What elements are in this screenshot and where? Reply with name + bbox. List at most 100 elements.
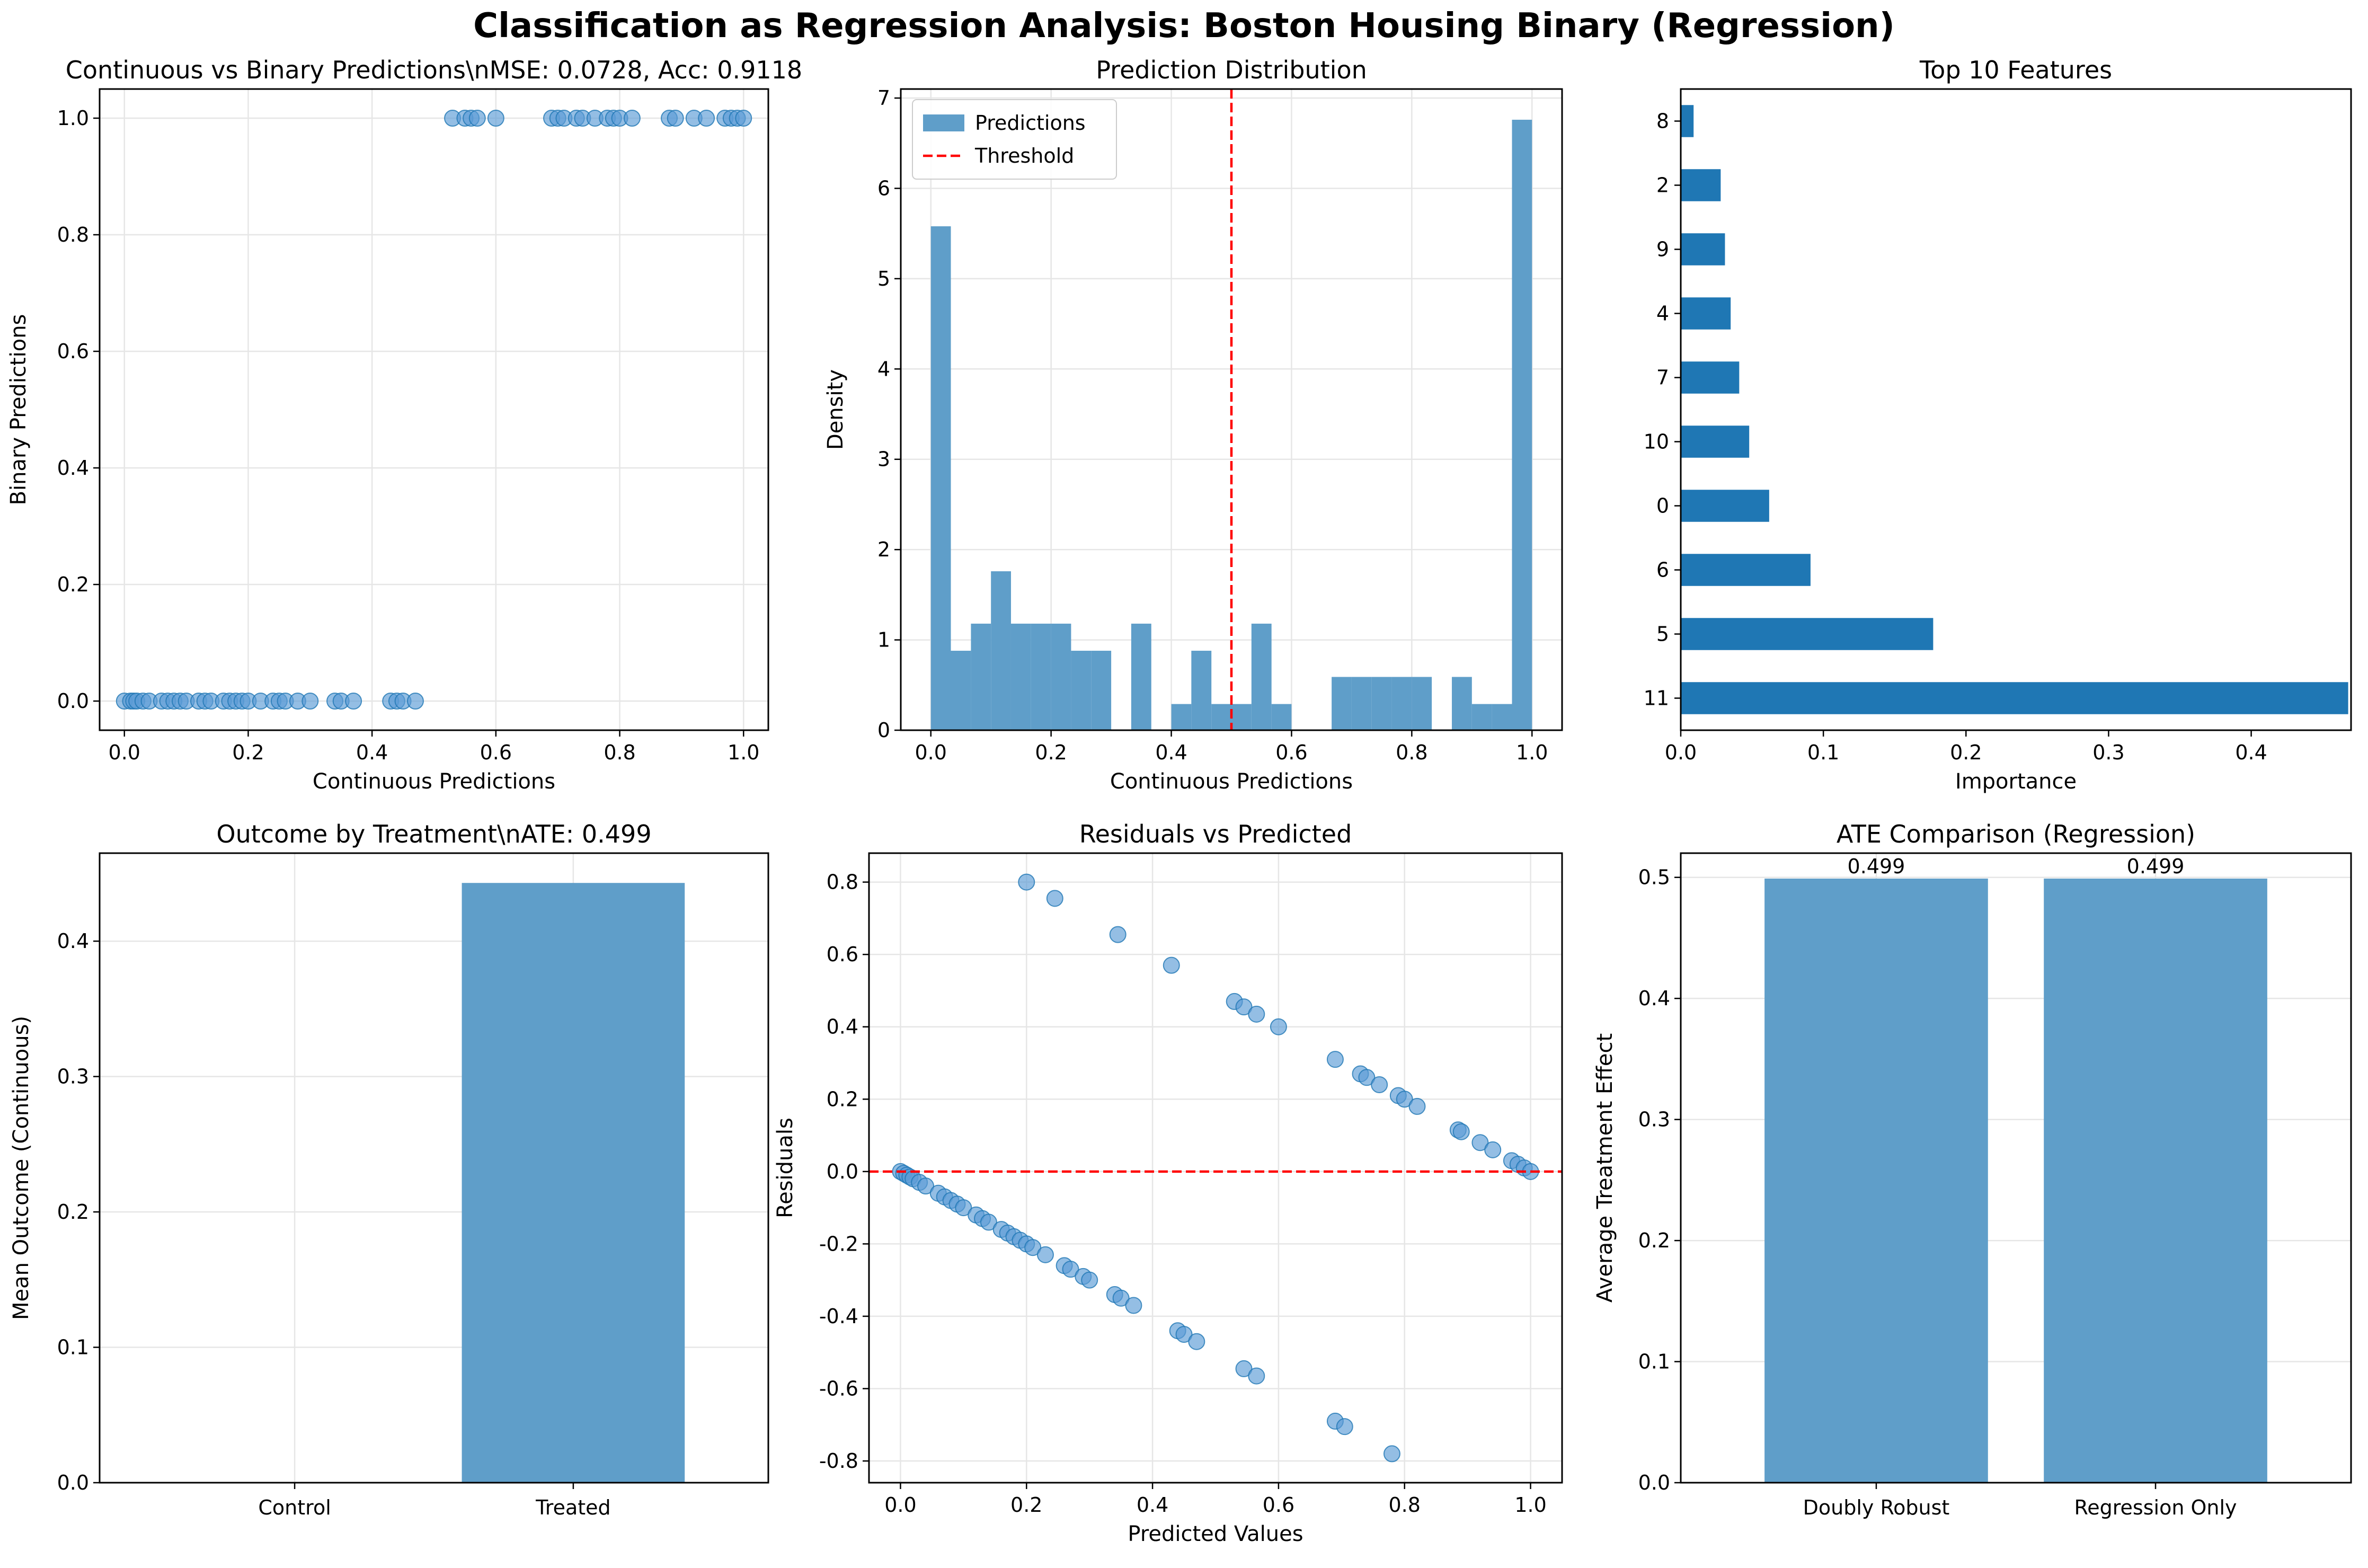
p5-point [1248, 1005, 1265, 1023]
p6-ytick-label: 0.4 [1638, 987, 1670, 1010]
p3-bar [1681, 682, 2348, 714]
p2-hist-bar [1091, 651, 1112, 730]
p5-point [1383, 1445, 1400, 1463]
p5-point [1018, 873, 1035, 891]
p2-xtick-label: 0.6 [1275, 741, 1307, 764]
p2-ytick-label: 0 [877, 719, 890, 742]
p1-axes-frame [99, 88, 769, 731]
p4-ytick-label: 0.4 [57, 929, 89, 953]
p3-xtick-label: 0.1 [1807, 741, 1839, 764]
p6-data-label: 0.499 [1848, 855, 1905, 878]
p3-category-label: 10 [1644, 430, 1669, 454]
p1-xtick-label: 0.0 [109, 741, 140, 764]
p3-bar [1681, 297, 1731, 330]
p5-xtick-label: 0.8 [1389, 1493, 1421, 1517]
p2-hist-bar [1031, 623, 1051, 730]
p5-ytick-label: -0.6 [819, 1377, 858, 1400]
p5-point [1046, 890, 1063, 907]
p2-hist-bar [1351, 677, 1372, 730]
p6-category-label: Doubly Robust [1803, 1496, 1950, 1519]
p1-title: Continuous vs Binary Predictions\nMSE: 0… [66, 56, 802, 84]
p2-hist-bar [1211, 704, 1231, 730]
p1-ylabel: Binary Predictions [6, 314, 31, 506]
p5-point [1175, 1326, 1193, 1343]
p3-bar [1681, 618, 1934, 650]
p4-axes-frame [99, 852, 769, 1484]
p1-point [345, 693, 362, 710]
figure-title: Classification as Regression Analysis: B… [473, 6, 1895, 46]
p1-point [735, 110, 752, 127]
p2-hist-bar [1412, 677, 1432, 730]
p5-point [1235, 998, 1253, 1016]
p3-bar [1681, 105, 1694, 137]
p2-xtick-label: 0.0 [915, 741, 947, 764]
p1-xtick-label: 0.4 [356, 741, 388, 764]
p2-hist-bar [1071, 651, 1092, 730]
p2-hist-bar [1471, 704, 1492, 730]
p5-ytick-label: 0.6 [827, 943, 858, 966]
p2-legend-label-predictions: Predictions [975, 111, 1086, 135]
p6-ytick-label: 0.2 [1638, 1229, 1670, 1252]
p5-point [1024, 1239, 1042, 1256]
p5-point [1358, 1069, 1376, 1086]
p4-ytick-label: 0.0 [57, 1471, 89, 1494]
p5-point [1188, 1333, 1205, 1350]
p5-ylabel: Residuals [773, 1118, 797, 1218]
p2-xtick-label: 1.0 [1516, 741, 1548, 764]
p1-ytick-label: 0.2 [57, 573, 89, 596]
p2-hist-bar [1492, 704, 1512, 730]
p5-ytick-label: 0.4 [827, 1015, 858, 1039]
p2-hist-bar [1391, 677, 1412, 730]
p3-category-label: 8 [1656, 110, 1669, 133]
p3-category-label: 9 [1656, 238, 1669, 261]
p5-point [1248, 1367, 1265, 1385]
p2-hist-bar [1191, 651, 1212, 730]
p4-bar [462, 883, 685, 1483]
p6-bar [1764, 878, 1988, 1483]
p2-axes-frame [900, 88, 1563, 731]
p2-xlabel: Continuous Predictions [1110, 769, 1353, 794]
p3-bar [1681, 426, 1750, 458]
p2-title: Prediction Distribution [1096, 56, 1367, 84]
p2-ytick-label: 5 [877, 267, 890, 290]
p6-data-label: 0.499 [2127, 855, 2185, 878]
p2-ytick-label: 3 [877, 448, 890, 471]
p5-xtick-label: 1.0 [1514, 1493, 1546, 1517]
p5-ytick-label: -0.2 [819, 1232, 858, 1255]
p2-hist-bar [1512, 119, 1532, 731]
p1-ytick-label: 0.6 [57, 340, 89, 363]
p1-point [667, 110, 684, 127]
p1-ytick-label: 0.4 [57, 456, 89, 480]
p2-hist-bar [1051, 623, 1071, 730]
p2-hist-bar [1452, 677, 1472, 730]
p2-ytick-label: 4 [877, 357, 890, 380]
p3-xtick-label: 0.3 [2092, 741, 2124, 764]
p5-axes-frame [868, 852, 1563, 1484]
p2-legend-swatch-predictions [923, 114, 964, 131]
p3-category-label: 2 [1656, 174, 1669, 197]
p2-hist-bar [1010, 623, 1031, 730]
p1-point [487, 110, 504, 127]
p4-ytick-label: 0.3 [57, 1065, 89, 1088]
p6-ytick-label: 0.0 [1638, 1471, 1670, 1494]
p1-xtick-label: 0.2 [232, 741, 264, 764]
p5-title: Residuals vs Predicted [1079, 820, 1352, 848]
p2-hist-bar [1251, 623, 1272, 730]
p1-xtick-label: 0.6 [480, 741, 512, 764]
p1-point [623, 110, 641, 127]
p3-bar [1681, 361, 1740, 394]
p2-ytick-label: 2 [877, 538, 890, 561]
p3-category-label: 7 [1656, 366, 1669, 389]
p1-point [698, 110, 715, 127]
p1-xtick-label: 0.8 [604, 741, 635, 764]
p5-ytick-label: -0.8 [819, 1449, 858, 1473]
p1-point [468, 110, 486, 127]
p3-bar [1681, 233, 1725, 265]
p4-category-label: Treated [535, 1496, 610, 1519]
p2-hist-bar [991, 571, 1011, 730]
p5-point [1163, 956, 1180, 974]
p5-point [1235, 1360, 1253, 1377]
p5-point [955, 1199, 972, 1217]
p6-bar [2044, 878, 2267, 1483]
p5-point [1270, 1018, 1287, 1035]
